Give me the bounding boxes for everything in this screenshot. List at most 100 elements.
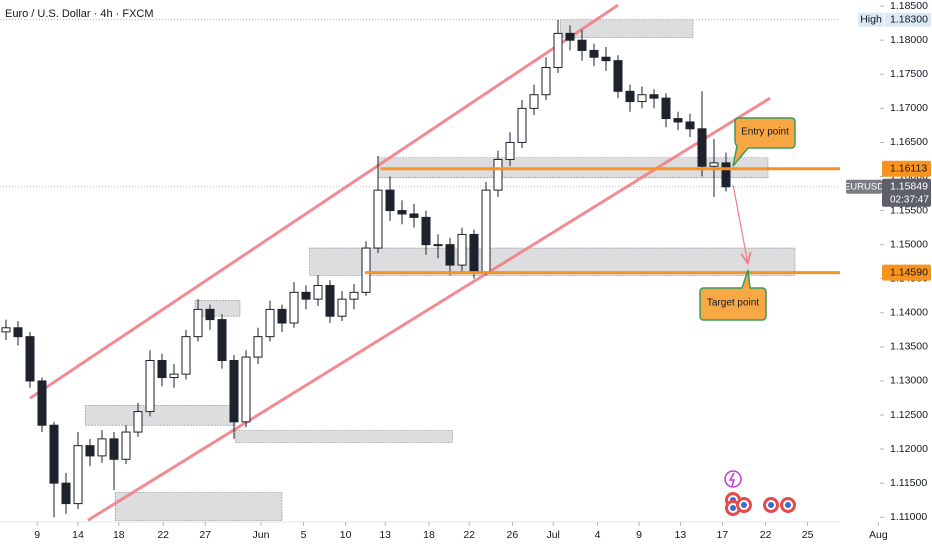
candle-body [685,121,695,130]
candle-body [409,213,419,218]
y-tick-label: 1.11000 [890,511,927,523]
x-tick-label: 13 [675,529,687,541]
high-value-bg [885,12,931,27]
candle-body [169,373,179,379]
candle-body [553,32,563,68]
candle-body [73,445,83,505]
candle-body [193,308,203,338]
countdown: 02:37:47 [890,194,929,205]
candle-body [49,424,59,484]
candle-body [697,128,707,167]
candle-body [613,60,623,92]
candle-body [337,298,347,317]
candle-body [469,233,479,273]
high-tag-bg [858,12,884,27]
x-tick-label: 26 [507,529,519,541]
candle-body [721,162,731,188]
target-arrow [732,185,747,262]
candle-body [1,327,11,333]
y-tick-label: 1.18000 [890,34,928,46]
x-tick-label: 10 [340,529,352,541]
candle-body [493,158,503,191]
candle-body [313,285,323,300]
zone [560,19,694,38]
candle-body [433,244,443,247]
candle-body [397,210,407,215]
candle-body [325,285,335,317]
x-tick-label: 4 [595,529,601,541]
candle-body [265,308,275,338]
candle-body [85,445,95,457]
candle-body [61,482,71,505]
entry-callout: Entry point [732,117,796,167]
y-tick-label: 1.13000 [890,375,928,387]
candle-body [25,336,35,382]
price-axis: 1.185001.180001.175001.170001.165001.160… [840,0,932,550]
candle-body [445,244,455,266]
candle-body [205,308,215,321]
candle-body [673,118,683,123]
zone [114,492,283,521]
candle-body [13,327,23,338]
target-callout: Target point [699,269,767,321]
candle-body [529,94,539,109]
candle-body [565,32,575,41]
candle-body [637,94,647,103]
candle-body [421,216,431,246]
x-tick-label: 27 [199,529,211,541]
high-tag: High [860,14,882,26]
candle-body [457,233,467,266]
x-tick-label: Aug [869,529,888,541]
x-tick-label: Jun [253,529,270,541]
candle-body [253,336,263,358]
candle-body [649,94,659,99]
y-tick-label: 1.13500 [890,341,928,353]
candle-body [541,66,551,96]
event-icons [724,470,796,516]
candle-body [505,141,515,160]
candle-body [601,56,611,62]
candle-body [577,39,587,51]
x-tick-label: 14 [72,529,84,541]
x-tick-label: 9 [34,529,40,541]
last-price: 1.15849 [890,181,928,193]
x-tick-label: 22 [463,529,475,541]
chart-title: Euro / U.S. Dollar · 4h · FXCM [5,8,154,20]
y-tick-label: 1.17500 [890,68,928,80]
entry-label: Entry point [741,127,789,138]
target-label: Target point [707,298,759,309]
candle-body [517,107,527,143]
candle-body [349,291,359,300]
y-tick-label: 1.17000 [890,102,928,114]
x-tick-label: 13 [379,529,391,541]
zone [309,247,796,276]
x-tick-label: 9 [636,529,642,541]
candle-body [37,380,47,426]
candle-body [181,336,191,375]
candle-body [709,162,719,167]
symbol-tag-bg [846,179,882,194]
candle-body [625,90,635,103]
candle-body [229,359,239,423]
candle-body [241,356,251,423]
y-tick-label: 1.15500 [890,204,928,216]
candle-body [661,97,671,120]
price-tag-bg [882,160,931,177]
candle-body [121,431,131,460]
y-tick-label: 1.11500 [890,477,927,489]
candle-body [133,411,143,433]
high-value: 1.18300 [890,14,928,26]
candle-body [481,189,491,273]
candle-body [145,359,155,413]
x-tick-label: 25 [802,529,814,541]
x-tick-label: 18 [113,529,125,541]
candle-body [97,438,107,457]
candle-body [589,49,599,58]
price-tag: 1.14590 [890,266,928,278]
candle-body [217,319,227,361]
y-tick-label: 1.12500 [890,409,928,421]
x-tick-label: 5 [301,529,307,541]
price-tag-bg [882,264,931,281]
